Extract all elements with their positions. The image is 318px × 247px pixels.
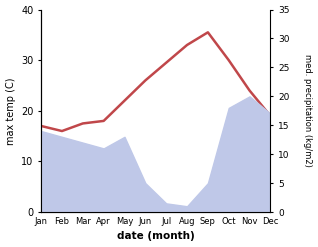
Y-axis label: med. precipitation (kg/m2): med. precipitation (kg/m2) [303,54,313,167]
X-axis label: date (month): date (month) [117,231,195,242]
Y-axis label: max temp (C): max temp (C) [5,77,16,144]
